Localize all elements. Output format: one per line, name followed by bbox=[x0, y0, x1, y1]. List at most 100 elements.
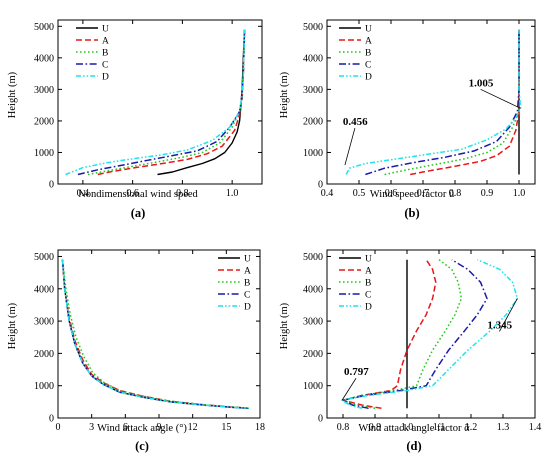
x-tick-label: 0.8 bbox=[337, 422, 350, 433]
x-tick-label: 0.9 bbox=[369, 422, 382, 433]
series-line-c bbox=[365, 29, 520, 176]
series-line-d bbox=[65, 29, 246, 176]
y-tick-label: 4000 bbox=[303, 53, 323, 64]
panel-a-xlabel: Nondimensional wind speed bbox=[78, 189, 198, 200]
y-tick-label: 0 bbox=[49, 414, 54, 425]
series-line-a bbox=[342, 259, 437, 410]
panel-b-label: (b) bbox=[404, 206, 419, 220]
x-tick-label: 0.6 bbox=[385, 188, 398, 199]
x-tick-label: 0.6 bbox=[126, 188, 139, 199]
x-tick-label: 1.1 bbox=[433, 422, 446, 433]
panel-d-xlabel: Wind attack angle factor ᾱ bbox=[358, 423, 470, 434]
x-tick-label: 0.4 bbox=[77, 188, 90, 199]
y-tick-label: 4000 bbox=[34, 284, 54, 295]
y-tick-label: 0 bbox=[49, 180, 54, 191]
legend-label-c: C bbox=[365, 61, 371, 71]
panel-b-ylabel: Height (m) bbox=[279, 71, 290, 118]
y-tick-label: 2000 bbox=[34, 116, 54, 127]
legend-label-a: A bbox=[244, 267, 251, 277]
legend-label-b: B bbox=[365, 279, 371, 289]
panel-b-marks: 0.4 0.5 0.6 0.7 0.8 0.9 1.0 0 1000 2000 3000 4000 50… bbox=[303, 19, 536, 199]
legend-label-u: U bbox=[102, 25, 109, 35]
panel-a-label: (a) bbox=[131, 206, 146, 220]
annotation-label: 1.005 bbox=[469, 77, 494, 89]
x-tick-label: 1.4 bbox=[529, 422, 542, 433]
legend-label-c: C bbox=[102, 61, 108, 71]
x-tick-label: 0.8 bbox=[449, 188, 462, 199]
legend-label-a: A bbox=[102, 37, 109, 47]
x-tick-label: 9 bbox=[157, 422, 162, 433]
panel-d-plot-frame bbox=[326, 249, 536, 419]
series-line-c bbox=[342, 259, 488, 410]
y-tick-label: 3000 bbox=[303, 85, 323, 96]
annotation-label: 0.456 bbox=[343, 116, 368, 128]
legend-label-d: D bbox=[365, 73, 372, 83]
annotation-label: 0.797 bbox=[344, 366, 369, 378]
panel-d: 0.8 0.9 1.0 1.1 1.2 1.3 1.4 0 1000 2000 3000 4000 50… bbox=[279, 249, 542, 453]
x-tick-label: 0.9 bbox=[481, 188, 494, 199]
series-line-a bbox=[410, 29, 520, 176]
series-line-d bbox=[341, 259, 519, 410]
legend-label-b: B bbox=[244, 279, 250, 289]
x-tick-label: 0.7 bbox=[417, 188, 430, 199]
y-tick-label: 5000 bbox=[303, 252, 323, 263]
legend-label-u: U bbox=[365, 25, 372, 35]
y-tick-label: 1000 bbox=[303, 381, 323, 392]
x-tick-label: 0 bbox=[56, 422, 61, 433]
annotation-leader bbox=[341, 378, 357, 401]
x-tick-label: 0.8 bbox=[176, 188, 189, 199]
y-tick-label: 1000 bbox=[303, 148, 323, 159]
annotation-label: 1.345 bbox=[487, 319, 512, 331]
x-tick-label: 18 bbox=[255, 422, 265, 433]
y-tick-label: 4000 bbox=[34, 53, 54, 64]
panel-c-ylabel: Height (m) bbox=[7, 302, 18, 349]
x-tick-label: 0.5 bbox=[353, 188, 366, 199]
y-tick-label: 3000 bbox=[34, 317, 54, 328]
x-tick-label: 1.0 bbox=[226, 188, 239, 199]
x-tick-label: 1.0 bbox=[401, 422, 414, 433]
y-tick-label: 4000 bbox=[303, 284, 323, 295]
panel-a-ylabel: Height (m) bbox=[7, 71, 18, 118]
panel-b: 0.4 0.5 0.6 0.7 0.8 0.9 1.0 0 1000 2000 3000 4000 50… bbox=[279, 19, 536, 220]
y-tick-label: 1000 bbox=[34, 381, 54, 392]
y-tick-label: 0 bbox=[318, 414, 323, 425]
y-tick-label: 5000 bbox=[303, 22, 323, 33]
x-tick-label: 6 bbox=[123, 422, 128, 433]
y-tick-label: 1000 bbox=[34, 148, 54, 159]
legend-label-u: U bbox=[244, 255, 251, 265]
x-tick-label: 1.0 bbox=[513, 188, 526, 199]
annotation-leader bbox=[480, 88, 521, 109]
legend-label-u: U bbox=[365, 255, 372, 265]
legend-label-c: C bbox=[244, 291, 250, 301]
panel-d-ylabel: Height (m) bbox=[279, 302, 290, 349]
legend-label-b: B bbox=[102, 49, 108, 59]
x-tick-label: 1.3 bbox=[497, 422, 510, 433]
panel-c-xlabel: Wind attack angle (°) bbox=[97, 423, 187, 434]
series-line-d bbox=[61, 259, 249, 410]
legend-label-d: D bbox=[365, 303, 372, 313]
x-tick-label: 15 bbox=[221, 422, 231, 433]
y-tick-label: 2000 bbox=[303, 349, 323, 360]
legend-label-b: B bbox=[365, 49, 371, 59]
y-tick-label: 3000 bbox=[303, 317, 323, 328]
panel-a-plot-frame bbox=[57, 19, 263, 185]
y-tick-label: 2000 bbox=[34, 349, 54, 360]
y-tick-label: 2000 bbox=[303, 116, 323, 127]
y-tick-label: 5000 bbox=[34, 22, 54, 33]
x-tick-label: 0.4 bbox=[321, 188, 334, 199]
y-tick-label: 3000 bbox=[34, 85, 54, 96]
series-line-b bbox=[61, 259, 249, 410]
legend-label-d: D bbox=[102, 73, 109, 83]
y-tick-label: 5000 bbox=[34, 252, 54, 263]
legend-label-c: C bbox=[365, 291, 371, 301]
panel-d-marks: 0.8 0.9 1.0 1.1 1.2 1.3 1.4 0 1000 2000 3000 4000 50… bbox=[303, 249, 542, 433]
panel-c-label: (c) bbox=[135, 439, 149, 453]
legend-label-d: D bbox=[244, 303, 251, 313]
annotation-leader bbox=[499, 298, 518, 332]
panel-d-label: (d) bbox=[406, 439, 421, 453]
